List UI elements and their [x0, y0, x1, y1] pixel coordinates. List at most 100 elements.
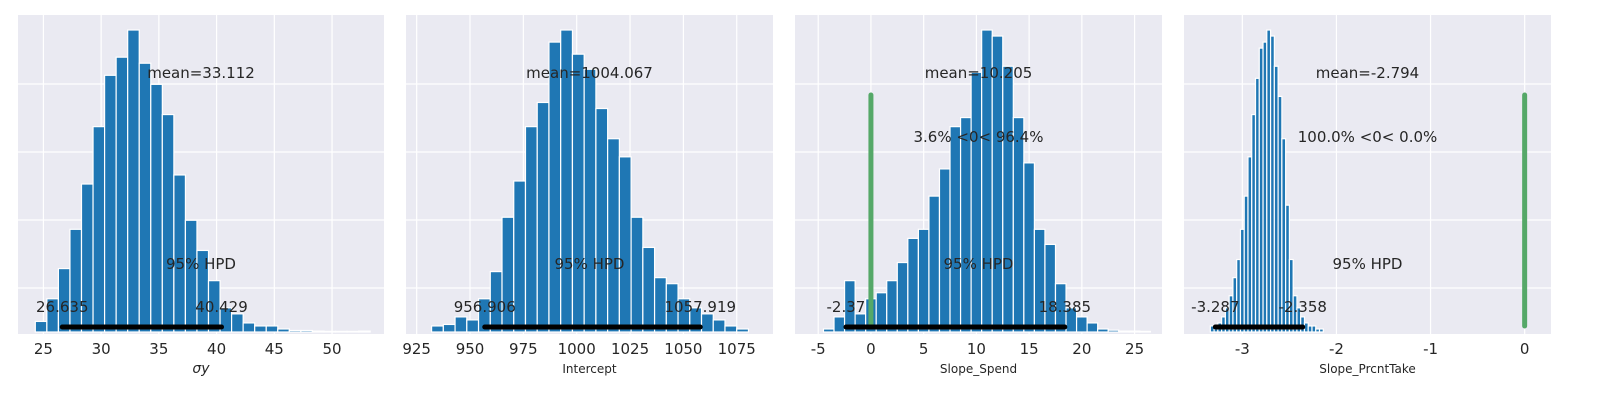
subplot-1: mean=33.112 95% HPD 26.635 40.429 25 30 35 40 45… [18, 15, 384, 377]
subplot-3: mean=10.205 3.6% <0< 96.4% 95% HPD -2.37 18.… [795, 15, 1162, 376]
histogram-bar [300, 329, 314, 333]
hpd-annotation: 95% HPD [166, 255, 236, 273]
histogram-bar [712, 319, 726, 333]
histogram-bar [1086, 322, 1099, 333]
histogram-bar [583, 68, 597, 333]
x-axis-label: Intercept [562, 362, 617, 376]
reference-probability-annotation: 3.6% <0< 96.4% [914, 128, 1044, 146]
histogram-bar [536, 101, 550, 333]
histogram-bar [736, 328, 750, 333]
subplot-2: mean=1004.067 95% HPD 956.906 1057.919 925 95… [402, 15, 773, 376]
x-tick-label: 20 [1072, 340, 1091, 358]
histogram-bar [571, 53, 585, 333]
x-tick-label: 950 [456, 340, 485, 358]
histogram-bar [1075, 316, 1088, 333]
x-tick-label: 925 [402, 340, 431, 358]
histogram-bar [103, 74, 117, 333]
hpd-lower-value: -2.37 [827, 298, 866, 316]
x-tick-label: 35 [149, 340, 168, 358]
hpd-annotation: 95% HPD [1333, 255, 1403, 273]
histogram-bar [207, 280, 221, 333]
histogram-bar [607, 138, 620, 333]
x-tick-label: 1025 [611, 340, 649, 358]
x-tick-label: 30 [92, 340, 111, 358]
histogram-bar [1128, 330, 1141, 333]
histogram-bar [1044, 243, 1057, 333]
histogram-bar [34, 320, 48, 333]
histogram-bar [1107, 329, 1120, 333]
histogram-bar [959, 116, 972, 333]
histogram-bar [346, 330, 360, 333]
x-tick-label: 0 [866, 340, 876, 358]
histogram-bar [92, 126, 106, 333]
histogram-bar [896, 261, 909, 333]
histogram-bar [230, 313, 244, 333]
x-tick-label: -3 [1235, 340, 1250, 358]
histogram-bar [311, 330, 325, 333]
x-axis-label: Slope_PrcntTake [1319, 362, 1416, 376]
histogram-bar [357, 330, 371, 333]
histogram-bar [138, 62, 152, 333]
histogram-bar [150, 83, 163, 333]
mean-annotation: mean=33.112 [147, 64, 255, 82]
histogram-bar [524, 126, 538, 333]
histogram-bar [1097, 328, 1109, 333]
histogram-bar [69, 228, 83, 333]
x-tick-label: 50 [322, 340, 341, 358]
histogram-bar [1023, 162, 1035, 333]
histogram-bar [1002, 65, 1014, 333]
x-axis-label: σy [192, 361, 210, 377]
histogram-bar [288, 329, 302, 333]
mean-annotation: mean=10.205 [925, 64, 1033, 82]
histogram-bar [630, 216, 644, 333]
hpd-lower-value: -3.287 [1191, 298, 1239, 316]
histogram-bar [548, 41, 562, 333]
histogram-bar [115, 56, 129, 333]
histogram-bar [431, 325, 444, 333]
hpd-annotation: 95% HPD [944, 255, 1014, 273]
hpd-upper-value: 18.385 [1039, 298, 1092, 316]
histogram-bar [1033, 228, 1046, 333]
histogram-bar [161, 113, 175, 333]
histogram-bar [928, 195, 941, 333]
hpd-lower-value: 26.635 [36, 298, 89, 316]
subplot-4: mean=-2.794 100.0% <0< 0.0% 95% HPD -3.287 -… [1184, 15, 1551, 376]
histogram-bar [242, 322, 256, 333]
x-tick-label: 1050 [664, 340, 702, 358]
histogram-bar [724, 325, 738, 333]
histogram-bar [1012, 116, 1025, 333]
histogram-bar [1318, 328, 1324, 333]
histogram-bar [466, 319, 480, 333]
x-tick-label: 975 [509, 340, 538, 358]
histogram-bar [454, 316, 468, 333]
histogram-bar [642, 246, 656, 333]
histogram-bar [700, 313, 714, 333]
x-tick-label: 40 [207, 340, 226, 358]
x-tick-label: 1075 [718, 340, 756, 358]
x-tick-label: 45 [265, 340, 284, 358]
x-axis-label: Slope_Spend [940, 362, 1017, 376]
hpd-upper-value: 40.429 [195, 298, 248, 316]
x-tick-label: 5 [919, 340, 929, 358]
x-tick-label: -1 [1423, 340, 1438, 358]
hpd-annotation: 95% HPD [555, 255, 625, 273]
x-tick-label: 25 [34, 340, 53, 358]
histogram-bar [265, 325, 279, 333]
histogram-bar [917, 228, 930, 333]
hpd-upper-value: 1057.919 [664, 298, 736, 316]
hpd-lower-value: 956.906 [454, 298, 516, 316]
histogram-bar [254, 325, 267, 333]
histogram-bar [833, 316, 846, 333]
x-tick-label: 1000 [558, 340, 596, 358]
histogram-bar [938, 168, 951, 333]
histogram-bar [618, 156, 632, 333]
histogram-bar [843, 280, 856, 333]
x-tick-label: 0 [1520, 340, 1530, 358]
x-tick-label: -2 [1329, 340, 1344, 358]
histogram-bar [277, 328, 290, 333]
histogram-bar [127, 29, 140, 333]
histogram-bar [886, 280, 898, 333]
histogram-bar [442, 323, 456, 333]
x-tick-label: 25 [1125, 340, 1144, 358]
